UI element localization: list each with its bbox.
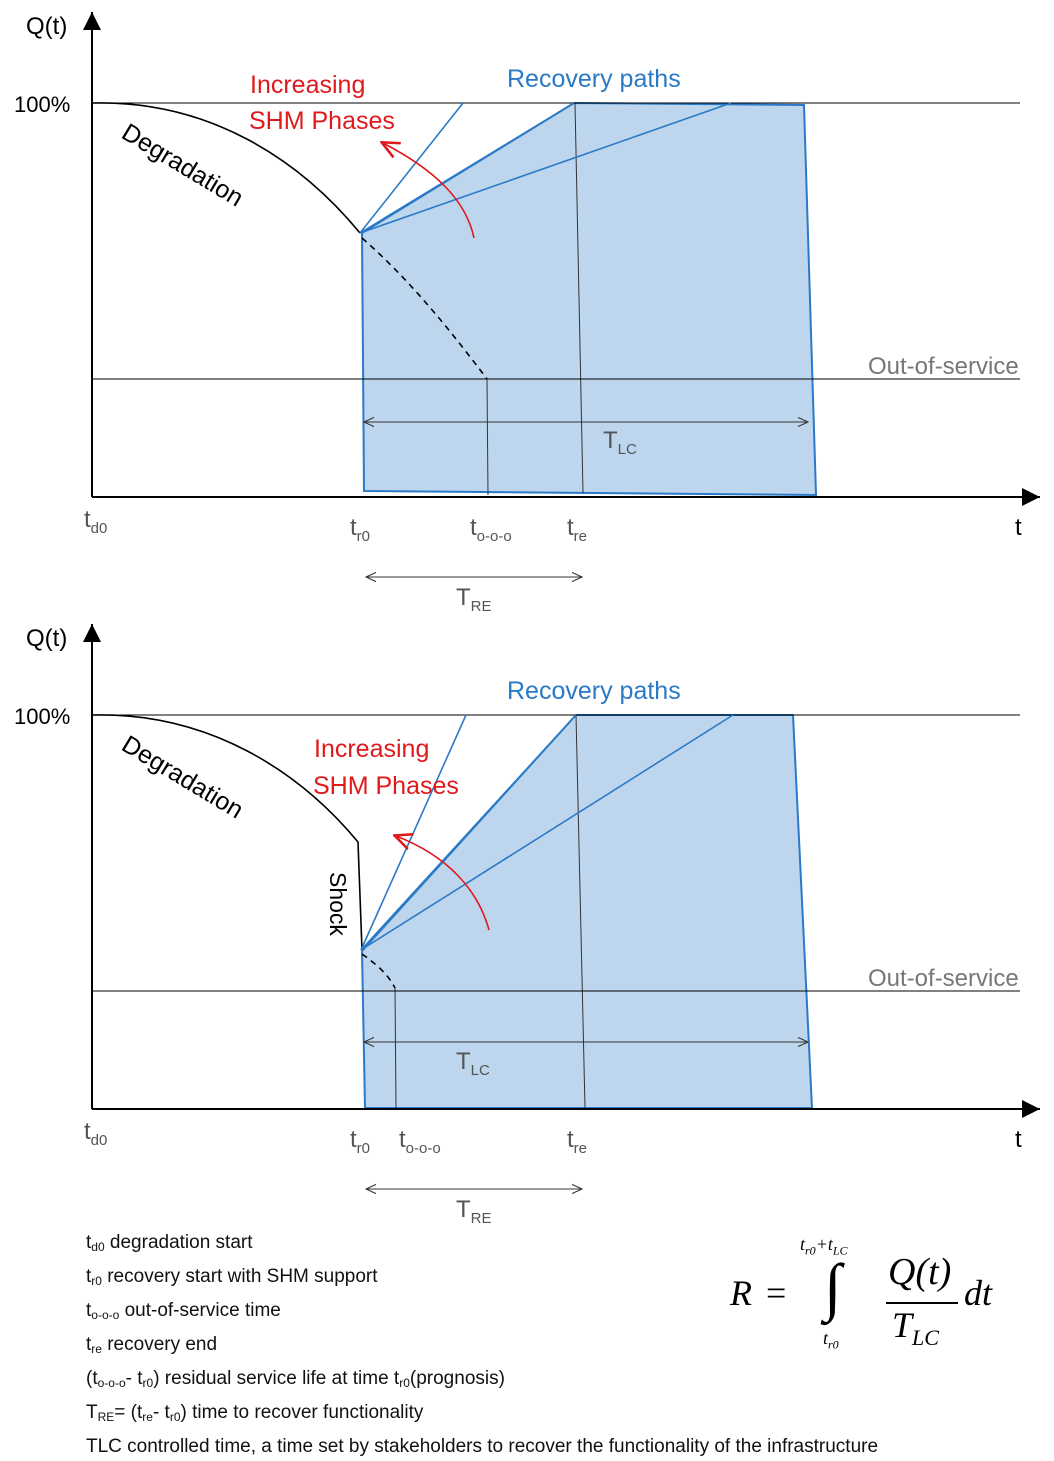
t-r0-label-top: tr0: [350, 514, 370, 545]
legend-item-tr0: tr0 recovery start with SHM support: [86, 1266, 378, 1288]
legend-item-tlc: TLC controlled time, a time set by stake…: [86, 1436, 879, 1457]
shm-label-line1-bottom: Increasing: [314, 735, 429, 763]
degradation-curve-top: [91, 102, 361, 234]
recovery-path-bottom-0: [360, 714, 467, 951]
recovery-path-top-0: [359, 102, 464, 234]
T-lc-label-top: TLC: [603, 427, 637, 458]
recovery-path-top-1: [359, 102, 575, 234]
t-re-label-bottom: tre: [567, 1126, 587, 1157]
formula-lower-limit: tr0: [823, 1328, 839, 1352]
formula-numerator: Q(t): [888, 1251, 952, 1293]
x-axis-label-bottom: t: [1015, 1126, 1022, 1153]
t-r0-label-bottom: tr0: [350, 1126, 370, 1157]
hundred-percent-label-top: 100%: [14, 92, 70, 117]
shock-label-bottom: Shock: [325, 872, 351, 936]
t-ooo-label-bottom: to-o-o: [399, 1126, 441, 1157]
formula-equals: =: [766, 1273, 787, 1313]
legend-item-residual-life: (to-o-o- tr0) residual service life at t…: [86, 1368, 505, 1390]
marker-line-top-0: [574, 102, 584, 494]
T-re-label-bottom: TRE: [456, 1196, 492, 1227]
shm-label-line1-top: Increasing: [250, 71, 365, 99]
degradation-curve-bottom: [91, 714, 363, 951]
t-d0-label-top: td0: [84, 506, 107, 537]
recovery-paths-label-top: Recovery paths: [507, 65, 681, 93]
legend-item-tre: tre recovery end: [86, 1334, 218, 1356]
recovery-path-bottom-2: [360, 714, 734, 951]
out-of-service-label-bottom: Out-of-service: [868, 965, 1019, 992]
recovery-path-bottom-1: [360, 714, 577, 951]
degradation-label-bottom: Degradation: [117, 730, 248, 824]
recovery-path-top-2: [359, 102, 732, 234]
dashed-degradation-top: [361, 237, 488, 380]
formula-upper-limit: tr0+tLC: [800, 1234, 848, 1258]
T-lc-label-bottom: TLC: [456, 1048, 490, 1079]
marker-line-bottom-1: [394, 986, 397, 1109]
t-re-label-top: tre: [567, 514, 587, 545]
hundred-percent-label-bottom: 100%: [14, 704, 70, 729]
y-axis-label-top: Q(t): [26, 13, 67, 40]
marker-line-top-1: [486, 378, 489, 496]
recovery-area-top: [360, 101, 818, 497]
formula-denominator: TLC: [892, 1305, 939, 1351]
dashed-degradation-bottom: [361, 953, 396, 989]
t-d0-label-bottom: td0: [84, 1118, 107, 1149]
legend-item-td0: td0 degradation start: [86, 1232, 253, 1254]
y-axis-label-bottom: Q(t): [26, 625, 67, 652]
T-re-label-top: TRE: [456, 584, 492, 615]
formula-dt: dt: [964, 1273, 993, 1313]
shm-arrow-bottom: [396, 836, 490, 931]
legend-item-tre-duration: TRE= (tre- tr0) time to recover function…: [86, 1402, 424, 1424]
resilience-formula: R = tr0+tLC ∫ tr0 Q(t) TLC dt: [730, 1232, 1030, 1382]
shm-label-line2-top: SHM Phases: [249, 107, 395, 135]
t-ooo-label-top: to-o-o: [470, 514, 512, 545]
recovery-paths-label-bottom: Recovery paths: [507, 677, 681, 705]
out-of-service-label-top: Out-of-service: [868, 353, 1019, 380]
shm-arrow-top: [383, 143, 475, 239]
resilience-diagrams: Q(t) 100% t Recovery paths Increasing SHM Pha…: [14, 12, 1040, 1227]
x-axis-label-top: t: [1015, 514, 1022, 541]
legend-item-tooo: to-o-o out-of-service time: [86, 1300, 281, 1322]
formula-integral-sign: ∫: [824, 1251, 842, 1322]
shm-label-line2-bottom: SHM Phases: [313, 772, 459, 800]
degradation-label-top: Degradation: [117, 118, 248, 212]
formula-fraction-bar: [886, 1302, 958, 1304]
formula-lhs: R: [730, 1273, 752, 1313]
